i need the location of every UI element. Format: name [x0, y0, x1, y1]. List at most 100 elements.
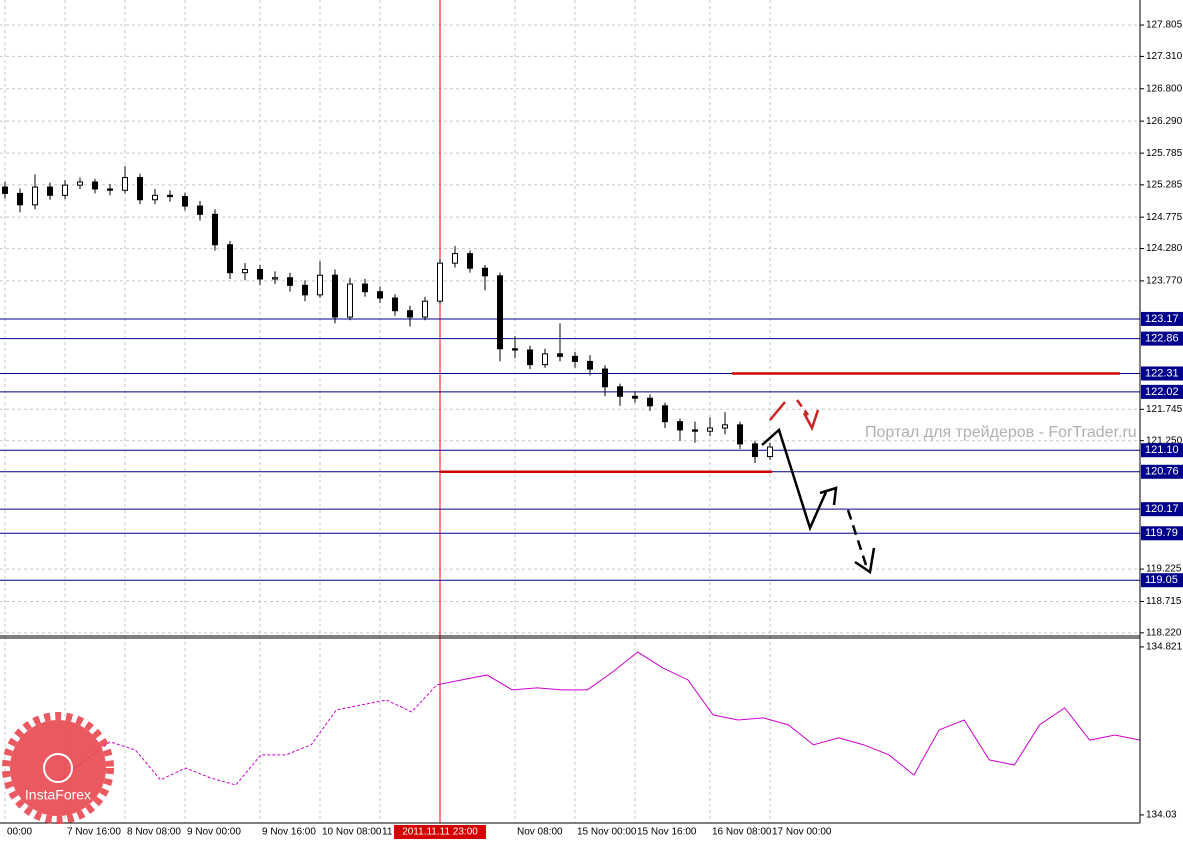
candle-body — [527, 349, 533, 366]
forecast-red — [769, 401, 786, 421]
x-tick-label: 9 Nov 00:00 — [187, 827, 241, 838]
candle-body — [212, 213, 218, 246]
y-tick-label: 118.715 — [1146, 596, 1182, 607]
logo-text: InstaForex — [25, 787, 91, 803]
candle-body — [92, 181, 98, 190]
candle-body — [62, 184, 68, 196]
y-tick-label: 124.775 — [1146, 212, 1183, 223]
candle-body — [542, 353, 548, 366]
candle-body — [662, 405, 668, 423]
indicator-line — [436, 651, 1141, 776]
candle-body — [422, 300, 428, 318]
level-label-box — [1141, 331, 1183, 346]
level-label-box — [1141, 443, 1183, 458]
grid — [0, 0, 1140, 823]
level-label-box — [1141, 366, 1183, 381]
logo: InstaForex — [2, 712, 114, 824]
y-tick-label: 127.805 — [1146, 20, 1183, 31]
forecast-black — [846, 509, 868, 566]
candle-body — [197, 205, 203, 215]
y-tick-label: 121.250 — [1146, 435, 1183, 446]
y-tick-label: 126.800 — [1146, 83, 1183, 94]
candle-body — [257, 268, 263, 280]
logo-teeth — [2, 712, 114, 824]
candle-body — [152, 194, 158, 201]
y-tick-label: 125.785 — [1146, 148, 1183, 159]
level-label: 122.86 — [1145, 333, 1179, 345]
y-tick-label: 124.280 — [1146, 243, 1183, 254]
candle-body — [317, 274, 323, 296]
logo-badge — [10, 720, 106, 816]
candle-body — [272, 277, 278, 280]
candle-body — [122, 177, 128, 191]
candle-body — [2, 186, 8, 194]
x-tick-label: 2011.11.11 23:00 — [402, 827, 478, 838]
candle-body — [107, 188, 113, 191]
candle-body — [707, 427, 713, 432]
x-tick-label: 9 Nov 16:00 — [262, 827, 316, 838]
forecast-arrows — [761, 399, 876, 575]
candle-body — [437, 262, 443, 302]
candle-body — [362, 283, 368, 293]
candle-body — [47, 186, 53, 196]
candle-body — [572, 355, 578, 362]
x-tick-label: 8 Nov 08:00 — [127, 827, 181, 838]
y-tick-label: 134.03 — [1146, 810, 1177, 821]
y-tick-label: 118.220 — [1146, 627, 1182, 638]
level-label: 122.31 — [1145, 367, 1179, 379]
candle-body — [137, 177, 143, 201]
indicator-line — [59, 684, 438, 786]
watermark: Портал для трейдеров - ForTrader.ru — [865, 424, 1137, 441]
candle-body — [767, 446, 773, 458]
forecast-red — [795, 399, 810, 416]
level-label-box — [1141, 502, 1183, 517]
candle-body — [587, 360, 593, 370]
candle-body — [632, 395, 638, 399]
candle-body — [452, 253, 458, 264]
y-tick-label: 119.225 — [1146, 564, 1182, 575]
level-label: 119.05 — [1145, 574, 1178, 586]
candle-body — [347, 283, 353, 318]
candle-body — [377, 291, 383, 299]
y-tick-label: 127.310 — [1146, 51, 1183, 62]
x-tick-label: 17 Nov 00:00 — [772, 827, 832, 838]
candle-body — [482, 267, 488, 277]
marks — [0, 0, 1141, 823]
y-tick-label: 123.770 — [1146, 276, 1183, 287]
forecast-black-head — [819, 486, 838, 506]
candle-body — [167, 194, 173, 198]
candle-body — [752, 443, 758, 458]
candle-body — [617, 386, 623, 397]
candle-body — [737, 424, 743, 445]
forecast-black — [761, 427, 828, 532]
candle-body — [497, 275, 503, 350]
forecast-red-head — [802, 409, 820, 432]
candle-body — [32, 186, 38, 206]
level-label: 120.76 — [1145, 466, 1179, 478]
level-label: 123.17 — [1145, 313, 1179, 325]
candle-body — [467, 253, 473, 269]
candle-body — [17, 192, 23, 206]
x-tick-label: Nov 08:00 — [517, 827, 563, 838]
candle-body — [512, 348, 518, 351]
level-label-box — [1141, 311, 1183, 326]
candle-body — [407, 310, 413, 318]
level-label: 121.10 — [1145, 444, 1179, 456]
candle-body — [332, 274, 338, 318]
candle-body — [302, 284, 308, 296]
level-label-box — [1141, 384, 1183, 399]
x-tick-label: 00:00 — [7, 827, 32, 838]
logo-icon — [43, 753, 73, 783]
x-tick-label: 7 Nov 16:00 — [67, 827, 121, 838]
x-tick-label: 10 Nov 08:00 — [322, 827, 382, 838]
level-label-box — [1141, 464, 1183, 479]
candle-body — [227, 244, 233, 274]
level-label: 122.02 — [1145, 386, 1179, 398]
y-tick-label: 125.285 — [1146, 179, 1183, 190]
candle-body — [677, 421, 683, 431]
candle-body — [182, 196, 188, 207]
candle-body — [722, 424, 728, 429]
level-label: 120.17 — [1145, 503, 1179, 515]
